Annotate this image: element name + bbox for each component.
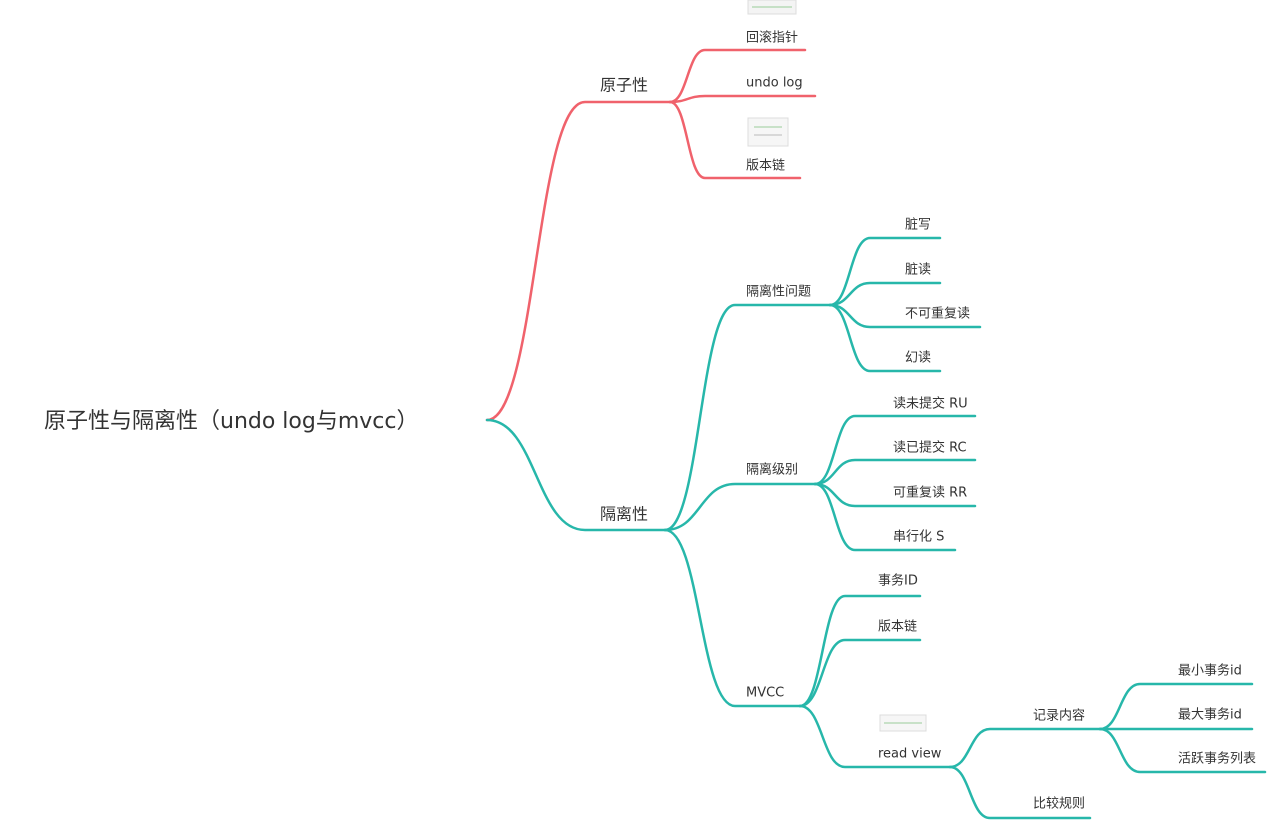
- node-label: 活跃事务列表: [1178, 751, 1256, 767]
- node-label: undo log: [746, 76, 803, 91]
- node-label: 最小事务id: [1178, 663, 1242, 679]
- node-label: 脏读: [905, 263, 931, 278]
- node-label: 隔离级别: [746, 462, 798, 478]
- connector: [1098, 682, 1254, 731]
- connector: [663, 528, 802, 708]
- connector: [668, 48, 807, 104]
- node-label: 可重复读 RR: [893, 485, 967, 501]
- node-label: MVCC: [746, 686, 784, 701]
- node-label: 串行化 S: [893, 530, 944, 545]
- node-label: read view: [878, 747, 942, 762]
- connector: [948, 765, 1092, 820]
- node-label: 版本链: [746, 159, 785, 174]
- connector: [813, 482, 957, 552]
- node-label: 比较规则: [1033, 797, 1085, 812]
- connector: [798, 704, 952, 769]
- node-label: 不可重复读: [905, 306, 970, 322]
- node-label: 记录内容: [1033, 708, 1085, 724]
- connector: [668, 94, 817, 104]
- node-label: 幻读: [905, 351, 931, 366]
- node-label: 读已提交 RC: [893, 440, 967, 456]
- connector: [485, 100, 672, 422]
- connector: [668, 100, 802, 180]
- node-label: 脏写: [905, 218, 931, 233]
- connector: [798, 638, 922, 708]
- node-label: 最大事务id: [1178, 707, 1242, 723]
- root-node: 原子性与隔离性（undo log与mvcc）: [44, 409, 418, 434]
- connector: [828, 281, 942, 307]
- node-label: 原子性: [600, 76, 648, 95]
- thumbnail: [747, 0, 797, 15]
- thumbnail: [747, 117, 789, 147]
- connector: [485, 418, 667, 532]
- node-label: 读未提交 RU: [893, 396, 968, 412]
- thumbnail: [879, 714, 927, 732]
- connector: [948, 727, 1102, 769]
- connector: [663, 303, 832, 532]
- node-label: 事务ID: [878, 573, 918, 589]
- connector: [663, 482, 817, 532]
- connector: [798, 594, 922, 708]
- node-label: 版本链: [878, 620, 917, 635]
- connector: [813, 458, 977, 486]
- connector: [813, 414, 977, 486]
- connector: [1098, 727, 1267, 774]
- connector: [828, 303, 942, 373]
- node-label: 回滚指针: [746, 30, 798, 46]
- node-label: 隔离性: [600, 505, 648, 524]
- connector: [828, 236, 942, 307]
- node-label: 隔离性问题: [746, 284, 811, 300]
